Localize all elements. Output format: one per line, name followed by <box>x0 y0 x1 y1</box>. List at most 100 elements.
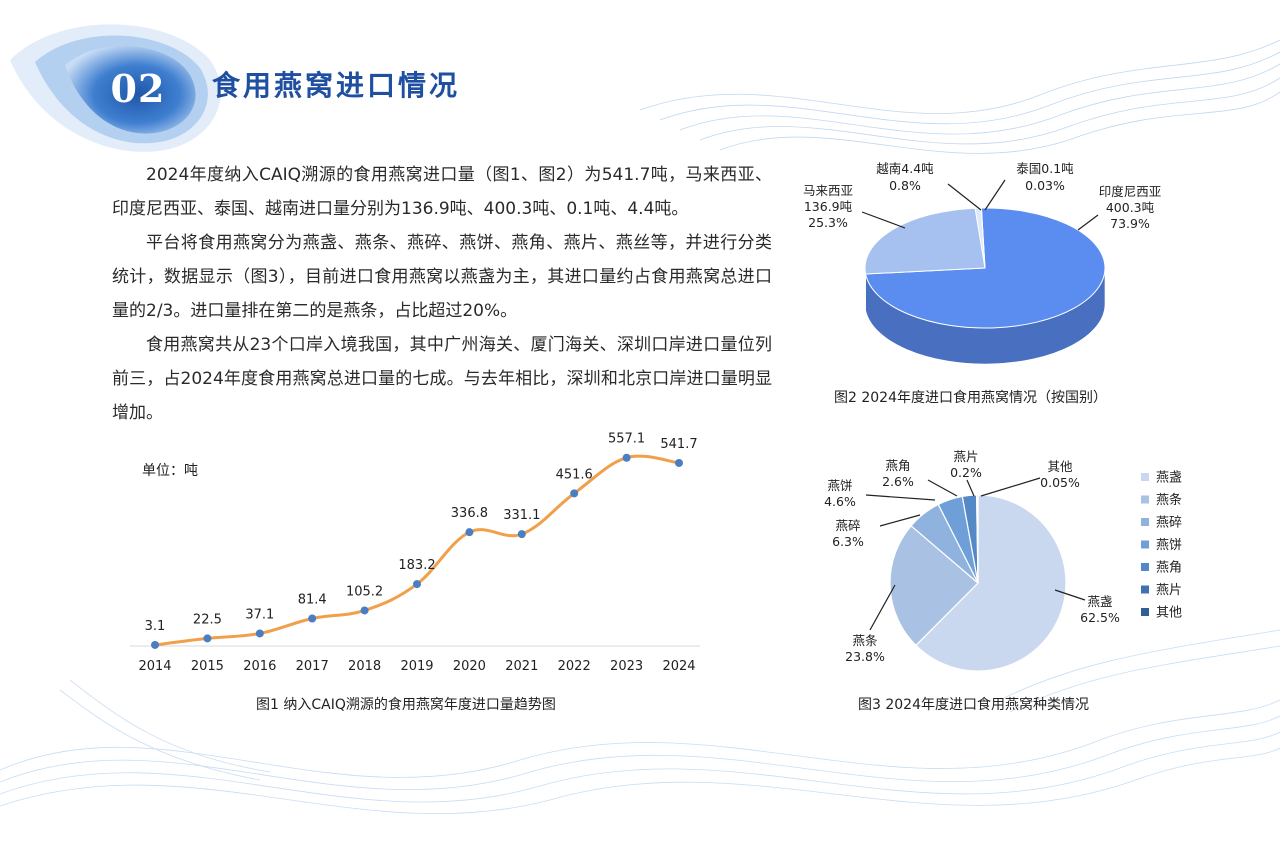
chart1-x-tick-label: 2016 <box>243 659 276 674</box>
body-text: 2024年度纳入CAIQ溯源的食用燕窝进口量（图1、图2）为541.7吨，马来西… <box>112 158 772 430</box>
chart2-leader-line <box>984 179 1006 211</box>
chart1-data-label: 557.1 <box>608 432 645 447</box>
chart3-caption: 图3 2024年度进口食用燕窝种类情况 <box>858 697 1089 713</box>
chart2-label-amount: 136.9吨 <box>804 199 853 214</box>
chart3-label-percent: 62.5% <box>1080 610 1120 625</box>
chart1-data-point <box>570 489 579 498</box>
chart2-label-percent: 73.9% <box>1110 216 1150 231</box>
chart1-data-label: 331.1 <box>503 508 540 523</box>
chart3-leader-line <box>927 479 958 497</box>
chart3-legend-swatch <box>1141 608 1149 616</box>
chart1-x-tick-label: 2024 <box>662 659 695 674</box>
chart3-label-name: 燕碎 <box>835 518 860 533</box>
chart3-label-percent: 2.6% <box>882 474 914 489</box>
chart2-leader-line <box>947 183 982 211</box>
chart1-data-point <box>413 580 421 589</box>
chart2-leader-line <box>861 211 906 229</box>
chart1-x-tick-label: 2017 <box>296 659 329 674</box>
chart2-slice <box>980 207 986 269</box>
chart2-label-name-amount: 泰国0.1吨 <box>1016 161 1074 176</box>
chart3-legend-label: 燕盏 <box>1156 471 1182 486</box>
chart1-x-tick-label: 2022 <box>558 659 591 674</box>
chart2-slice <box>974 207 986 269</box>
chart2-label-percent: 0.03% <box>1025 178 1065 193</box>
chart3-leader-line <box>869 584 896 631</box>
chart3-legend-swatch <box>1141 540 1149 549</box>
chart3-label-percent: 0.2% <box>950 465 982 480</box>
chart1-data-label: 3.1 <box>145 619 166 634</box>
chart3-legend-label: 燕角 <box>1156 561 1182 576</box>
chart1-x-tick-label: 2015 <box>191 659 224 674</box>
chart1-data-label: 22.5 <box>193 612 222 627</box>
chart1-data-point <box>517 530 526 539</box>
paragraph-2: 平台将食用燕窝分为燕盏、燕条、燕碎、燕饼、燕角、燕片、燕丝等，并进行分类统计，数… <box>112 233 772 321</box>
section-title: 食用燕窝进口情况 <box>212 69 461 102</box>
chart1-data-label: 105.2 <box>346 584 383 599</box>
chart3-slice <box>915 494 1067 672</box>
chart2-label-name-amount: 越南4.4吨 <box>876 161 934 176</box>
chart3-slice <box>889 524 979 647</box>
chart2-label-percent: 25.3% <box>808 215 848 230</box>
chart3-label-percent: 0.05% <box>1040 475 1080 490</box>
chart1-data-point <box>360 606 369 615</box>
chart1-data-point <box>622 453 631 462</box>
chart2-leader-line <box>1077 214 1099 231</box>
chart3-slice <box>910 503 979 584</box>
chart1-data-point <box>255 629 264 638</box>
chart3-leader-line <box>966 479 975 497</box>
chart2-pie-side <box>864 267 1106 365</box>
chart2-slice <box>864 207 1106 329</box>
chart1-x-tick-label: 2023 <box>610 659 643 674</box>
chart2-slice-side <box>864 267 866 311</box>
chart1-x-tick-label: 2018 <box>348 659 381 674</box>
chart3-slice <box>937 495 979 584</box>
chart3-label-percent: 23.8% <box>845 649 885 664</box>
chart2-label-name: 马来西亚 <box>803 183 853 198</box>
chart1-data-point <box>308 614 317 623</box>
chart1-data-label: 81.4 <box>298 592 327 607</box>
chart1-data-point <box>151 640 159 649</box>
chart3-legend-swatch <box>1141 473 1149 481</box>
chart3-label-name: 燕饼 <box>827 478 852 493</box>
chart1-data-point <box>465 528 474 537</box>
chart3-leader-line <box>980 477 1041 497</box>
chart2-label-amount: 400.3吨 <box>1106 200 1155 215</box>
chart3-leader-line <box>879 514 921 527</box>
chart3-legend-swatch <box>1141 495 1149 504</box>
chart2-label-percent: 0.8% <box>889 178 921 193</box>
chart2-slice-side <box>865 267 1106 365</box>
chart3-label-name: 燕片 <box>953 449 978 464</box>
chart1-series-line <box>154 454 680 647</box>
chart3-legend-label: 其他 <box>1156 606 1182 621</box>
chart1-x-tick-label: 2014 <box>138 659 171 674</box>
chart1-data-label: 336.8 <box>451 506 488 521</box>
chart1-x-tick-label: 2020 <box>453 659 486 674</box>
chart3-leader-line <box>1054 589 1086 601</box>
chart3-legend-swatch <box>1141 585 1149 594</box>
chart2-slice <box>864 207 986 275</box>
chart2-label-name: 印度尼西亚 <box>1099 184 1162 199</box>
chart3-label-name: 其他 <box>1047 459 1073 474</box>
chart1-data-label: 451.6 <box>556 467 593 482</box>
paragraph-3: 食用燕窝共从23个口岸入境我国，其中广州海关、厦门海关、深圳口岸进口量位列前三，… <box>112 335 772 423</box>
chart1-caption: 图1 纳入CAIQ溯源的食用燕窝年度进口量趋势图 <box>256 697 556 713</box>
chart3-slice <box>961 494 979 584</box>
wave-lines-bottom <box>0 629 1280 815</box>
chart1-unit-label: 单位：吨 <box>142 463 198 479</box>
chart3-label-name: 燕盏 <box>1087 594 1112 609</box>
chart3-slice <box>976 494 979 584</box>
chart3-label-percent: 6.3% <box>832 534 864 549</box>
wave-lines-top-right <box>639 39 1280 154</box>
chart3-label-name: 燕条 <box>852 633 878 648</box>
chart1-x-tick-label: 2021 <box>505 659 538 674</box>
chart3-label-percent: 4.6% <box>824 494 856 509</box>
chart1-data-point <box>203 634 212 643</box>
chart3-legend-swatch <box>1141 518 1149 526</box>
chart3-leader-line <box>865 494 936 501</box>
section-number-badge: 02 <box>110 65 166 111</box>
chart3-legend-label: 燕碎 <box>1156 516 1182 531</box>
chart3-legend-swatch <box>1141 563 1149 571</box>
chart2-caption: 图2 2024年度进口食用燕窝情况（按国别） <box>834 390 1107 406</box>
chart1-x-tick-label: 2019 <box>400 659 433 674</box>
